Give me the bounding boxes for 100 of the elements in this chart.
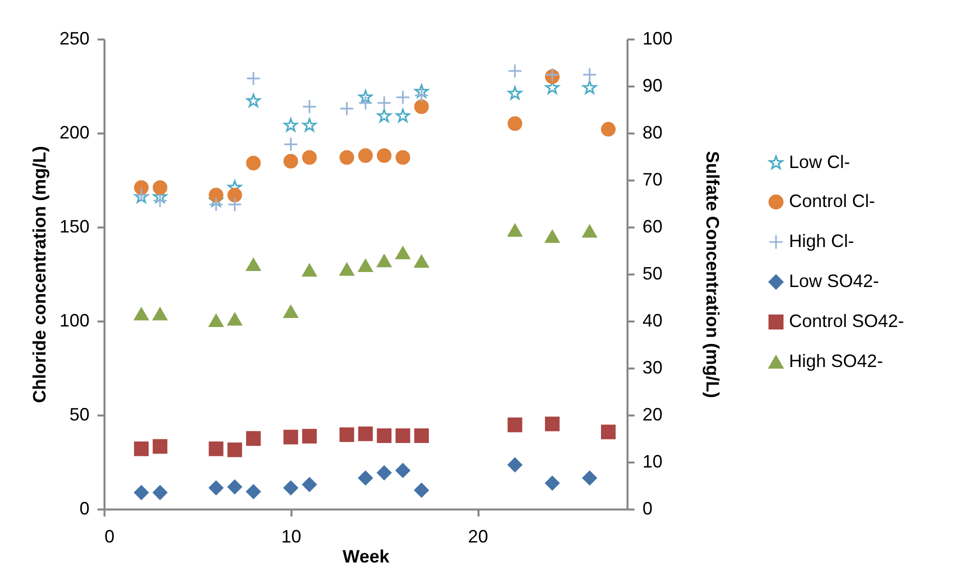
y2-tick-label: 0 [642, 498, 653, 518]
point [208, 314, 224, 327]
point [508, 86, 522, 100]
point [358, 470, 373, 486]
point [544, 476, 560, 490]
point [302, 264, 317, 277]
point [134, 180, 149, 195]
point [227, 442, 242, 458]
point [414, 428, 429, 443]
y2-tick-label: 20 [642, 404, 663, 424]
point [377, 108, 392, 122]
point [246, 431, 261, 446]
point [134, 485, 149, 500]
point [396, 246, 410, 260]
point [396, 108, 410, 122]
point [283, 430, 298, 444]
point [246, 258, 261, 272]
point [376, 96, 392, 110]
y-tick-label: 0 [79, 498, 90, 518]
x-tick-label: 20 [468, 526, 488, 546]
y2-tick-label: 70 [642, 170, 663, 190]
x-tick-label: 10 [281, 526, 302, 546]
y2-tick-label: 80 [642, 122, 663, 142]
y2-tick-label: 50 [642, 264, 663, 284]
point [227, 480, 242, 494]
point [396, 90, 410, 105]
point [227, 197, 242, 212]
legend-label: High SO42- [789, 351, 884, 371]
point [376, 465, 392, 480]
legend-label: Low Cl- [789, 152, 850, 172]
point [283, 305, 298, 318]
y2-tick-label: 10 [642, 452, 663, 472]
point [601, 122, 616, 137]
point [152, 180, 168, 195]
y-tick-label: 200 [59, 122, 90, 142]
legend-label: High Cl- [789, 231, 854, 251]
point [302, 428, 317, 444]
point [376, 254, 392, 268]
y2-axis-title: Sulfate Concentration (mg/L) [702, 151, 723, 398]
y2-tick-label: 40 [642, 310, 663, 330]
point [134, 308, 149, 320]
legend-label: Low SO42- [789, 271, 880, 291]
point [582, 224, 597, 238]
point [246, 484, 261, 499]
point [396, 150, 410, 165]
point [152, 485, 168, 500]
point [227, 188, 242, 202]
point [414, 99, 429, 114]
point [414, 88, 429, 103]
point [376, 148, 392, 163]
y-tick-label: 250 [59, 28, 90, 48]
point [302, 118, 316, 132]
x-axis-title: Week [342, 546, 390, 566]
point [508, 458, 522, 472]
y2-tick-label: 60 [642, 216, 663, 236]
point [544, 416, 560, 432]
point [508, 64, 522, 78]
point [208, 188, 224, 202]
point [358, 90, 372, 104]
point [246, 71, 261, 86]
point [414, 84, 429, 98]
y-tick-label: 100 [59, 310, 90, 330]
point [340, 427, 354, 442]
point [208, 480, 224, 496]
point [508, 116, 522, 131]
point [358, 259, 373, 272]
point [414, 254, 429, 268]
y2-tick-label: 100 [642, 28, 673, 48]
y-tick-label: 150 [59, 216, 90, 236]
point [508, 418, 522, 432]
point [283, 136, 298, 152]
point [508, 224, 522, 237]
point [302, 150, 317, 165]
legend-label: Control SO42- [789, 311, 904, 331]
point [227, 312, 242, 326]
y2-tick-label: 30 [642, 358, 663, 378]
point [376, 428, 392, 443]
point [358, 96, 373, 110]
point [134, 442, 149, 456]
point [208, 197, 224, 212]
point [302, 99, 317, 114]
point [396, 463, 410, 478]
point [246, 94, 260, 108]
point [582, 80, 597, 94]
point [246, 156, 261, 170]
point [358, 426, 373, 442]
point [340, 262, 354, 276]
point [152, 193, 168, 208]
point [208, 442, 224, 456]
point [302, 477, 317, 492]
y2-tick-label: 90 [642, 76, 663, 96]
point [340, 101, 354, 116]
y-tick-label: 50 [69, 404, 90, 424]
point [358, 148, 373, 163]
point [582, 470, 597, 486]
point [283, 480, 298, 496]
point [340, 150, 354, 165]
y-axis-title: Chloride concentration (mg/L) [29, 146, 50, 404]
point [396, 428, 410, 443]
point [152, 439, 168, 454]
